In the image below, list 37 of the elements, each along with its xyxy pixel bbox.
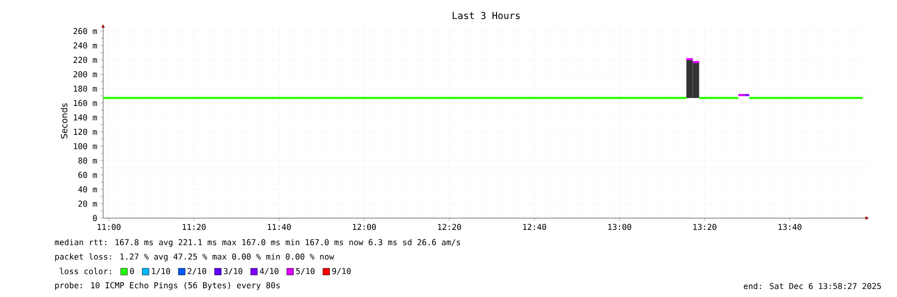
legend-label: 3/10	[224, 268, 242, 276]
text: median rtt: 167.8 ms avg 221.1 ms max 167.0 ms min 167.0 ms now 6.3 ms sd 26.6 am/s	[54, 239, 460, 248]
x-tick-label: 12:20	[438, 224, 461, 230]
legend-label: 1/10	[152, 268, 170, 276]
y-tick-label: 240 m	[74, 42, 97, 49]
y-tick-label: 100 m	[74, 143, 97, 150]
x-tick-label: 13:20	[693, 224, 716, 230]
y-tick-label: 260 m	[74, 28, 97, 34]
x-tick-label: 11:20	[182, 224, 206, 230]
x-tick-label: 13:00	[608, 224, 632, 230]
chart-title: Last 3 Hours	[452, 12, 520, 20]
text: packet loss: 1.27 % avg 47.25 % max 0.00 % min 0.00 % now	[55, 254, 334, 262]
y-tick-label: 140 m	[74, 114, 97, 121]
x-tick-label: 13:40	[778, 224, 802, 230]
legend-label: 5/10	[296, 268, 315, 276]
legend-label: 4/10	[260, 268, 278, 276]
x-tick-label: 12:00	[352, 224, 376, 230]
y-tick-label: 0	[92, 215, 97, 222]
y-tick-label: 40 m	[78, 186, 97, 193]
y-tick-label: 20 m	[78, 200, 97, 207]
y-axis-title: Seconds	[60, 104, 68, 139]
legend-label: 9/10	[332, 268, 351, 276]
y-tick-label: 80 m	[78, 158, 97, 164]
legend-title: loss color:	[60, 268, 111, 274]
text: end: Sat Dec 6 13:58:27 2025	[744, 283, 881, 290]
x-tick-label: 12:40	[523, 224, 546, 230]
x-tick-label: 11:40	[268, 224, 291, 230]
text: probe: 10 ICMP Echo Pings (56 Bytes) every 80s	[55, 282, 280, 290]
x-tick-label: 11:00	[98, 224, 121, 230]
legend-label: 0	[130, 268, 134, 274]
y-tick-label: 60 m	[78, 172, 97, 178]
y-tick-label: 220 m	[74, 57, 97, 64]
y-tick-label: 160 m	[74, 100, 97, 106]
y-tick-label: 180 m	[74, 86, 97, 92]
legend-label: 2/10	[188, 268, 206, 276]
y-tick-label: 120 m	[74, 128, 97, 136]
y-tick-label: 200 m	[74, 71, 97, 78]
